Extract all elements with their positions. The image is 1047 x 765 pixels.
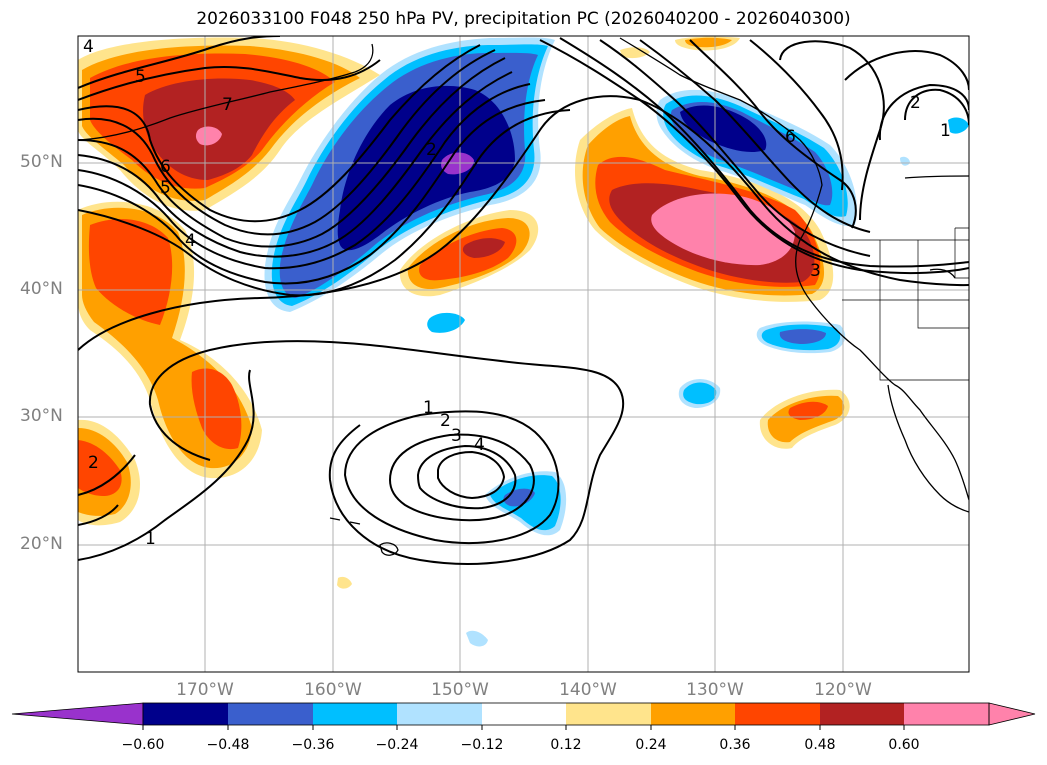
- contour-label: 1: [940, 121, 951, 141]
- colorbar-segment: [566, 703, 651, 725]
- contour-label: 1: [423, 398, 434, 418]
- colorbar-label: 0.60: [888, 737, 920, 753]
- contour-label: 5: [160, 178, 171, 198]
- colorbar-label: 0.12: [550, 737, 582, 753]
- lat-label: 40°N: [20, 279, 63, 299]
- colorbar-label: 0.24: [635, 737, 667, 753]
- lon-label: 150°W: [431, 680, 489, 700]
- contour-label: 2: [88, 453, 99, 473]
- colorbar-segment: [228, 703, 313, 725]
- colorbar-segment: [143, 703, 228, 725]
- contour-label: 4: [185, 231, 196, 251]
- contour-label: 4: [474, 435, 485, 455]
- colorbar-label: −0.24: [375, 737, 419, 753]
- colorbar-label: −0.36: [291, 737, 335, 753]
- contour-label: 3: [451, 426, 462, 446]
- contour-label: 2: [426, 140, 437, 160]
- lon-label: 120°W: [814, 680, 872, 700]
- map-title: 2026033100 F048 250 hPa PV, precipitatio…: [196, 9, 851, 29]
- colorbar-label: −0.12: [460, 737, 504, 753]
- contour-label: 3: [810, 261, 821, 281]
- colorbar-segment: [988, 702, 1036, 726]
- lon-label: 160°W: [304, 680, 362, 700]
- lat-label: 20°N: [20, 534, 63, 554]
- colorbar-segment: [820, 703, 904, 725]
- colorbar-segment: [11, 702, 144, 726]
- contour-label: 6: [160, 157, 171, 177]
- contour-label: 7: [222, 95, 233, 115]
- lat-label: 50°N: [20, 152, 63, 172]
- lon-label: 130°W: [686, 680, 744, 700]
- negative-shading-northeast: [656, 89, 969, 354]
- lat-label: 30°N: [20, 406, 63, 426]
- lon-label: 140°W: [559, 680, 617, 700]
- colorbar-label: 0.36: [719, 737, 751, 753]
- colorbar-segment: [482, 703, 566, 725]
- colorbar-segment: [735, 703, 820, 725]
- colorbar: [11, 702, 1036, 730]
- contour-labels: 4 5 7 6 5 4 2 1 2 3 4 1 2 6 3 2 1: [83, 37, 951, 549]
- positive-shading-northwest: [78, 37, 380, 211]
- contour-label: 2: [440, 411, 451, 431]
- colorbar-segment: [313, 703, 397, 725]
- contour-label: 6: [785, 127, 796, 147]
- colorbar-segment: [651, 703, 735, 725]
- contour-label: 4: [83, 37, 94, 57]
- colorbar-label: 0.48: [804, 737, 836, 753]
- colorbar-label: −0.48: [206, 737, 250, 753]
- borders: [842, 227, 969, 381]
- pv-contours: [78, 36, 969, 565]
- colorbar-label: −0.60: [121, 737, 165, 753]
- positive-shading-west: [78, 201, 262, 526]
- positive-shading-central: [399, 210, 539, 297]
- positive-shading-southeast: [337, 36, 850, 589]
- contour-label: 5: [135, 67, 146, 87]
- colorbar-segment: [904, 703, 989, 725]
- coastlines: [79, 37, 969, 556]
- lon-label: 170°W: [176, 680, 234, 700]
- colorbar-segment: [397, 703, 482, 725]
- contour-label: 2: [910, 93, 921, 113]
- contour-label: 1: [145, 529, 156, 549]
- positive-shading-northeast: [575, 108, 834, 302]
